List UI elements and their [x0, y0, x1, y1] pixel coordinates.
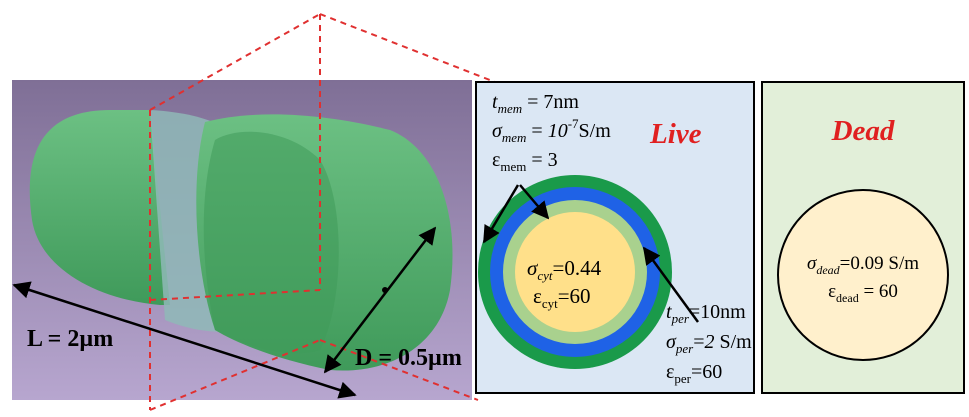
- dead-conductivity: σdead=0.09 S/m: [807, 253, 919, 277]
- periplasm-conductivity: σper=2 S/m: [666, 331, 752, 356]
- dead-title: Dead: [831, 115, 895, 147]
- membrane-thickness: tmem = 7nm: [492, 91, 579, 116]
- membrane-permittivity: εmem = 3: [492, 149, 558, 174]
- periplasm-permittivity: εper=60: [666, 361, 722, 386]
- length-arrow: [12, 281, 357, 399]
- dead-permittivity: εdead = 60: [828, 281, 898, 305]
- diameter-midpoint: [382, 287, 388, 293]
- live-cell-cross-section: [478, 175, 672, 369]
- capsule-left-body: [29, 110, 171, 305]
- membrane-conductivity: σmem = 10-7S/m: [492, 116, 611, 145]
- membrane-pointer-inner: [519, 184, 550, 220]
- periplasm-pointer: [642, 246, 700, 323]
- length-label: L = 2µm: [27, 326, 113, 352]
- periplasm-thickness: tper=10nm: [666, 301, 746, 326]
- capsule-front-cap: [203, 131, 339, 354]
- cytoplasm: [515, 212, 635, 332]
- live-title: Live: [649, 118, 702, 150]
- cytoplasm-permittivity: εcyt=60: [533, 284, 591, 311]
- membrane-pointer-outer: [482, 184, 520, 244]
- diameter-arrow: [323, 226, 437, 374]
- diameter-label: D = 0.5µm: [355, 345, 462, 371]
- cytoplasm-conductivity: σcyt=0.44: [527, 256, 602, 283]
- dead-cell: [777, 189, 949, 361]
